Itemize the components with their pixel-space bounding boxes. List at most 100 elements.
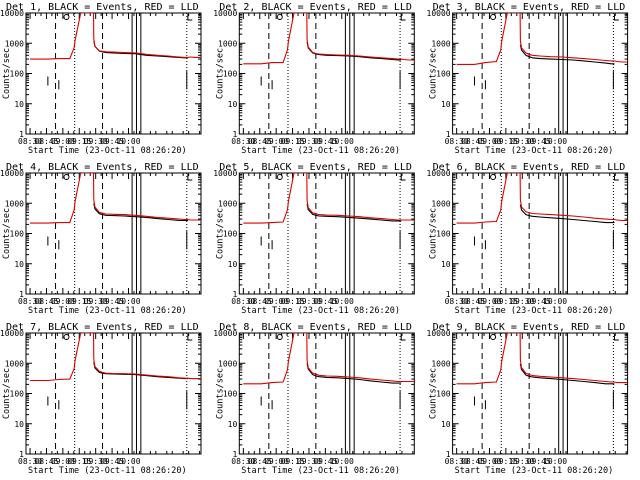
y-tick-label: 10 (441, 260, 451, 269)
y-tick-label: 1000 (5, 39, 24, 48)
panel-title: Det 8, BLACK = Events, RED = LLD (219, 322, 412, 333)
end-bracket-marker (187, 14, 193, 21)
y-axis-label: Counts/sec (429, 368, 439, 419)
x-tick-label: 08:45 (461, 137, 485, 146)
x-tick-label: 10:00 (543, 137, 567, 146)
x-tick-label: 08:45 (34, 137, 58, 146)
y-tick-label: 1000 (431, 199, 450, 208)
x-tick-label: 09:00 (264, 457, 288, 466)
end-bracket-marker (400, 14, 406, 21)
attenuator-circle-marker (63, 334, 70, 340)
panel-title: Det 1, BLACK = Events, RED = LLD (6, 2, 199, 13)
y-tick-label: 1000 (431, 359, 450, 368)
y-tick-label: 10 (228, 100, 238, 109)
plot-frame (25, 172, 202, 295)
y-tick-label: 10000 (0, 329, 24, 338)
panel-det-2: Det 2, BLACK = Events, RED = LLD 1 10 100 10… (213, 2, 415, 156)
x-tick-label: 09:45 (100, 457, 124, 466)
x-tick-label: 09:30 (84, 137, 108, 146)
x-tick-label: 09:30 (510, 137, 534, 146)
series-lld-line (30, 333, 201, 382)
panel-title: Det 4, BLACK = Events, RED = LLD (6, 162, 199, 173)
y-tick-label: 10 (14, 260, 24, 269)
x-tick-label: 09:45 (527, 297, 551, 306)
x-tick-label: 10:00 (116, 297, 140, 306)
y-tick-label: 1 (232, 450, 237, 459)
panel-det-6: Det 6, BLACK = Events, RED = LLD 1 10 100 10… (427, 162, 629, 316)
x-tick-label: 10:00 (330, 297, 354, 306)
y-tick-label: 100 (436, 70, 451, 79)
x-tick-label: 09:30 (84, 457, 108, 466)
y-tick-label: 1000 (218, 199, 237, 208)
x-tick-label: 09:00 (477, 297, 501, 306)
x-tick-label: 09:15 (281, 297, 305, 306)
x-tick-label: 09:45 (527, 457, 551, 466)
panel-det-9: Det 9, BLACK = Events, RED = LLD 1 10 100 10… (427, 322, 629, 476)
series-events-line (519, 363, 615, 385)
end-bracket-marker (400, 334, 406, 341)
x-tick-label: 10:00 (330, 457, 354, 466)
panel-title: Det 3, BLACK = Events, RED = LLD (433, 2, 626, 13)
x-tick-label: 08:30 (231, 137, 255, 146)
y-tick-label: 10 (14, 420, 24, 429)
end-bracket-marker (613, 14, 619, 21)
x-tick-label: 09:30 (510, 457, 534, 466)
series-events-line (519, 204, 615, 224)
x-tick-label: 09:15 (281, 137, 305, 146)
x-tick-label: 09:30 (297, 137, 321, 146)
x-tick-label: 08:30 (231, 297, 255, 306)
series-lld-line (243, 13, 415, 65)
x-tick-label: 08:30 (445, 297, 469, 306)
y-tick-label: 10 (228, 260, 238, 269)
attenuator-circle-marker (63, 14, 70, 20)
x-tick-label: 08:30 (445, 457, 469, 466)
attenuator-circle-marker (276, 14, 283, 20)
x-tick-label: 09:00 (51, 457, 75, 466)
x-tick-label: 09:00 (264, 137, 288, 146)
attenuator-circle-marker (490, 334, 497, 340)
y-tick-label: 1 (19, 130, 24, 139)
series-events-line (519, 44, 615, 65)
x-tick-label: 09:15 (494, 297, 518, 306)
y-tick-label: 1000 (218, 359, 237, 368)
y-tick-label: 100 (223, 230, 238, 239)
series-lld-line (456, 173, 628, 224)
series-events-line (306, 363, 402, 384)
y-axis-label: Counts/sec (2, 48, 12, 99)
plot-frame (25, 332, 202, 455)
x-tick-label: 09:45 (313, 457, 337, 466)
y-tick-label: 10000 (427, 169, 451, 178)
panel-det-3: Det 3, BLACK = Events, RED = LLD 1 10 100 10… (427, 2, 629, 156)
x-tick-label: 08:45 (461, 457, 485, 466)
end-bracket-marker (400, 174, 406, 181)
series-lld-line (456, 333, 628, 385)
y-axis-label: Counts/sec (215, 368, 225, 419)
y-tick-label: 10 (14, 100, 24, 109)
x-tick-label: 08:45 (248, 137, 272, 146)
end-bracket-marker (613, 334, 619, 341)
x-tick-label: 09:30 (297, 297, 321, 306)
y-tick-label: 10 (441, 420, 451, 429)
x-tick-label: 08:45 (461, 297, 485, 306)
panel-det-8: Det 8, BLACK = Events, RED = LLD 1 10 100 10… (213, 322, 415, 476)
y-tick-label: 1 (232, 290, 237, 299)
attenuator-circle-marker (276, 174, 283, 180)
series-events-line (93, 203, 188, 222)
y-tick-label: 1000 (5, 359, 24, 368)
y-tick-label: 100 (223, 70, 238, 79)
x-tick-label: 09:30 (84, 297, 108, 306)
y-tick-label: 10000 (427, 329, 451, 338)
x-tick-label: 09:45 (313, 297, 337, 306)
end-bracket-marker (613, 174, 619, 181)
x-tick-label: 08:45 (34, 297, 58, 306)
panel-title: Det 7, BLACK = Events, RED = LLD (6, 322, 199, 333)
y-tick-label: 100 (223, 390, 238, 399)
end-bracket-marker (187, 174, 193, 181)
y-axis-label: Counts/sec (2, 208, 12, 259)
x-axis-label: Start Time (23-Oct-11 08:26:20) (455, 306, 614, 316)
panel-title: Det 2, BLACK = Events, RED = LLD (219, 2, 412, 13)
x-tick-label: 09:45 (100, 137, 124, 146)
x-tick-label: 08:30 (18, 297, 42, 306)
y-tick-label: 1 (446, 290, 451, 299)
plot-frame (25, 12, 202, 135)
